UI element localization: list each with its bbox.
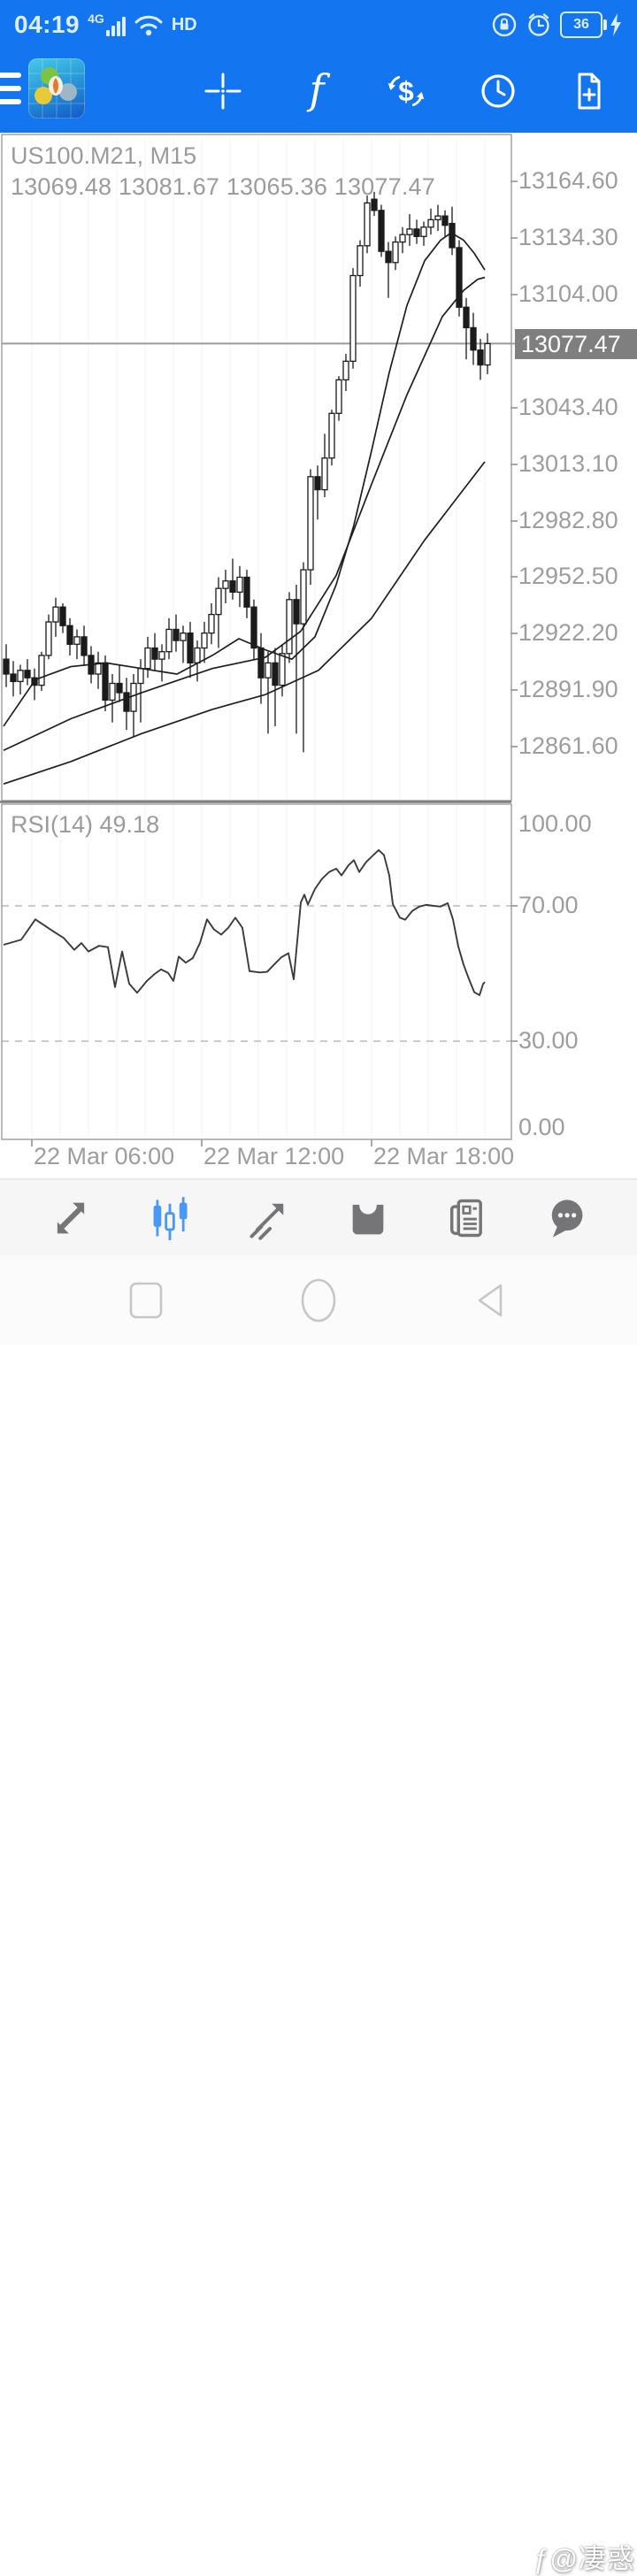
quotes-arrows-icon — [57, 1202, 85, 1233]
price-tick-label: 12982.80 — [518, 507, 618, 533]
time-tick-label: 22 Mar 06:00 — [34, 1143, 175, 1169]
charging-bolt-icon — [610, 13, 621, 36]
chart-ohlc-values: 13069.48 13081.67 13065.36 13077.47 — [11, 173, 435, 200]
history-tray-icon — [352, 1196, 384, 1234]
candlestick-rsi-canvas[interactable] — [0, 0, 637, 1177]
home-circle-icon — [301, 1278, 336, 1322]
time-tick-label: 22 Mar 12:00 — [203, 1143, 345, 1169]
rsi-tick-label: 0.00 — [518, 1114, 565, 1140]
price-tick-label: 13164.60 — [518, 167, 618, 194]
rsi-tick-label: 100.00 — [518, 810, 592, 837]
wifi-icon — [134, 15, 163, 36]
cellular-signal-icon: 4G — [88, 12, 126, 37]
tab-news[interactable] — [444, 1195, 490, 1241]
tab-charts[interactable] — [147, 1195, 193, 1241]
tab-messages[interactable] — [543, 1195, 589, 1241]
current-price-badge: 13077.47 — [515, 329, 637, 359]
rsi-tick-label: 70.00 — [518, 892, 579, 918]
app-toolbar: f $ — [0, 50, 637, 133]
new-order-button[interactable] — [568, 70, 610, 112]
messages-bubble-icon — [551, 1199, 583, 1238]
trade-trend-icon — [249, 1203, 284, 1240]
news-icon — [449, 1199, 482, 1237]
price-tick-label: 12952.50 — [518, 563, 618, 589]
status-bar: 04:19 4G HD — [0, 0, 637, 50]
watermark: ƒ@凄惑 — [533, 2543, 635, 2574]
recents-button[interactable] — [124, 1278, 168, 1322]
battery-percent: 36 — [573, 17, 589, 32]
price-tick-label: 13013.10 — [518, 450, 618, 477]
trade-dollar-button[interactable]: $ — [385, 70, 427, 112]
android-navigation-bar: ƒ@凄惑 — [0, 1255, 637, 2574]
back-button[interactable] — [469, 1278, 513, 1322]
tab-history[interactable] — [345, 1195, 391, 1241]
hd-voice-icon: HD — [171, 14, 197, 34]
price-tick-label: 12861.60 — [518, 732, 618, 759]
chart-symbol-timeframe: US100.M21, M15 — [11, 142, 197, 169]
battery-icon: 36 — [560, 12, 623, 38]
signal-bars-icon — [105, 17, 126, 36]
tab-trade[interactable] — [246, 1195, 292, 1241]
price-tick-label: 13043.40 — [518, 394, 618, 420]
price-tick-label: 12891.90 — [518, 676, 618, 702]
network-type-label: 4G — [88, 12, 104, 26]
periods-clock-button[interactable] — [477, 70, 519, 112]
time-tick-label: 22 Mar 18:00 — [373, 1143, 515, 1169]
recents-square-icon — [129, 1282, 163, 1318]
metatrader-logo[interactable] — [28, 58, 85, 119]
home-button[interactable] — [296, 1278, 341, 1322]
bottom-toolbar — [0, 1178, 637, 1255]
price-tick-label: 12922.20 — [518, 619, 618, 646]
svg-text:$: $ — [398, 76, 413, 107]
rsi-indicator-label: RSI(14) 49.18 — [11, 811, 160, 838]
price-tick-label: 13134.30 — [518, 224, 618, 250]
indicators-button[interactable]: f — [294, 70, 336, 112]
rotation-lock-icon — [492, 12, 517, 37]
crosshair-button[interactable] — [202, 70, 244, 112]
tab-quotes[interactable] — [48, 1195, 94, 1241]
price-tick-label: 13104.00 — [518, 280, 618, 307]
back-triangle-icon — [478, 1284, 503, 1316]
candlestick-chart-icon — [153, 1196, 188, 1240]
alarm-icon — [528, 13, 549, 36]
rsi-tick-label: 30.00 — [518, 1027, 579, 1054]
menu-button[interactable] — [0, 73, 21, 112]
clock-time: 04:19 — [14, 11, 81, 38]
